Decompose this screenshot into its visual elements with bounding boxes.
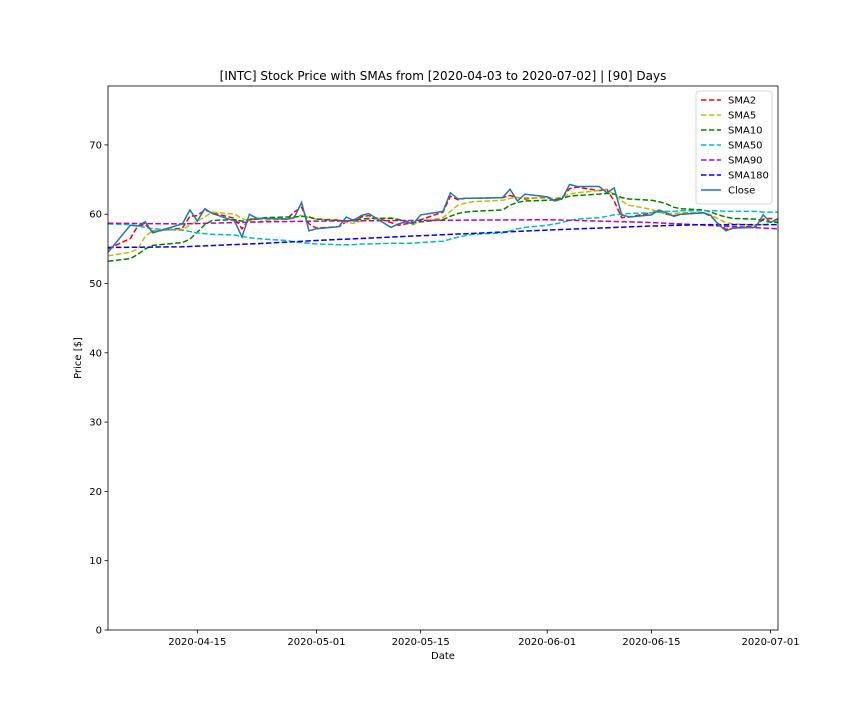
legend-label: SMA2 <box>728 96 756 107</box>
series-line-sma90 <box>108 218 778 230</box>
y-tick-label: 0 <box>96 626 102 637</box>
x-tick-label: 2020-05-15 <box>392 637 450 648</box>
x-axis-label: Date <box>431 651 455 662</box>
legend-box <box>695 90 773 205</box>
plot-area <box>107 85 779 631</box>
series-line-sma180 <box>108 223 778 249</box>
series-line-sma50 <box>108 209 778 246</box>
x-axis: 2020-04-15 2020-05-01 2020-05-15 2020-06-01… <box>168 630 800 648</box>
legend-label: Close <box>728 186 755 197</box>
axes-frame <box>107 85 779 631</box>
y-tick-label: 10 <box>89 556 102 567</box>
series-line-close <box>108 183 778 253</box>
y-tick-label: 50 <box>89 279 102 290</box>
y-axis: 0 10 20 30 40 50 60 70 <box>89 140 108 637</box>
x-tick-label: 2020-06-15 <box>622 637 680 648</box>
legend-label: SMA90 <box>728 156 763 167</box>
x-tick-label: 2020-05-01 <box>287 637 345 648</box>
y-tick-label: 60 <box>89 210 102 221</box>
y-axis-label: Price [$] <box>73 337 84 379</box>
series-line-sma10 <box>108 192 778 263</box>
chart-title: [INTC] Stock Price with SMAs from [2020-… <box>220 69 667 83</box>
series-line-sma5 <box>108 189 778 257</box>
y-tick-label: 70 <box>89 140 102 151</box>
legend-label: SMA5 <box>728 111 756 122</box>
legend-label: SMA10 <box>728 126 763 137</box>
x-tick-label: 2020-07-01 <box>741 637 799 648</box>
y-tick-label: 40 <box>89 348 102 359</box>
y-tick-label: 20 <box>89 487 102 498</box>
legend: SMA2 SMA5 SMA10 SMA50 SMA90 SMA180 Close <box>695 90 773 205</box>
x-tick-label: 2020-04-15 <box>168 637 226 648</box>
y-tick-label: 30 <box>89 418 102 429</box>
legend-label: SMA180 <box>728 171 769 182</box>
legend-label: SMA50 <box>728 141 763 152</box>
x-tick-label: 2020-06-01 <box>518 637 576 648</box>
